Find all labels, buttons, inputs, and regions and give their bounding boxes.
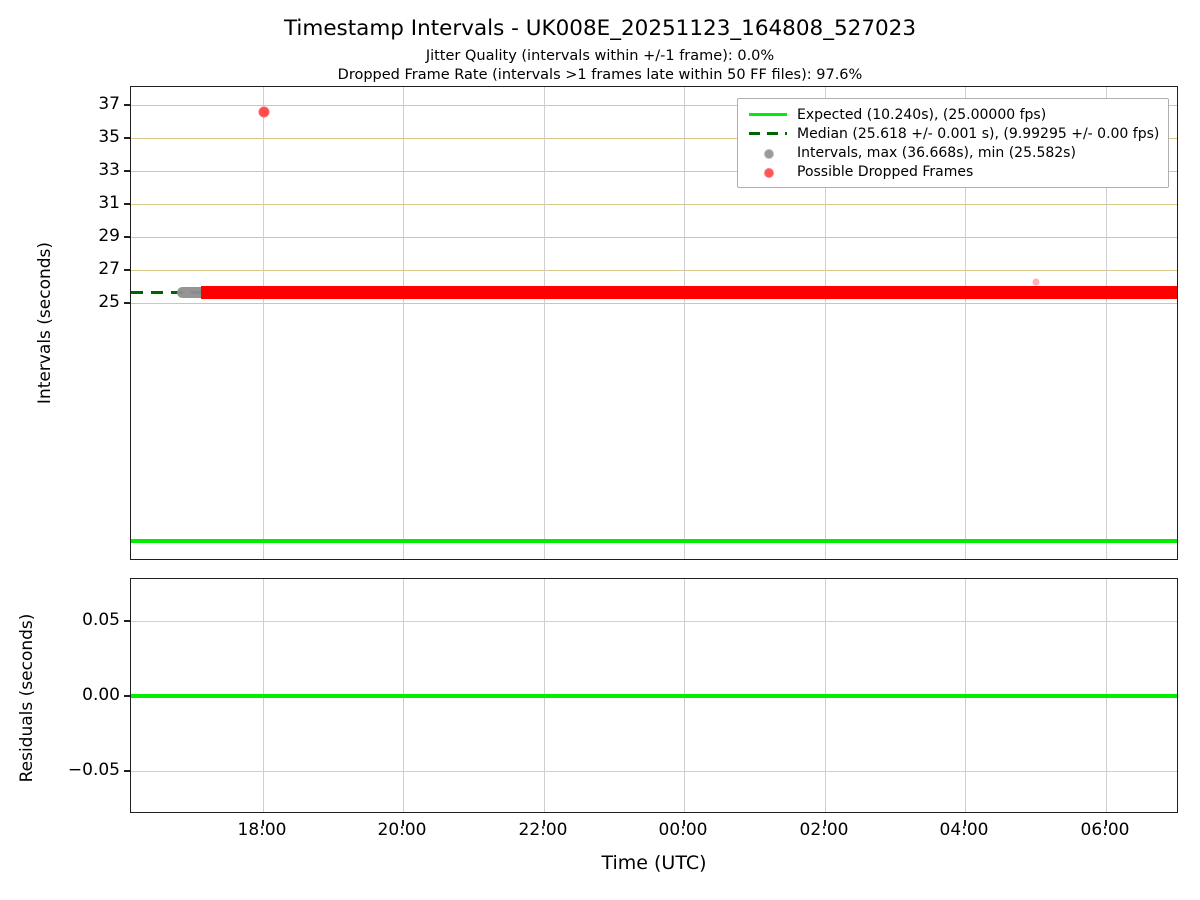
gridline-res-x-0000 (684, 579, 686, 812)
gridline-y-29 (131, 237, 1177, 239)
xtick-label-0200: 02:00 (799, 820, 849, 840)
legend-item-expected[interactable]: Expected (10.240s), (25.00000 fps) (747, 105, 1159, 124)
ytick-label-33: 33 (98, 160, 120, 180)
gridline-y-31 (131, 204, 1177, 206)
ytick-label-35: 35 (98, 127, 120, 147)
gridline-res-x-2200 (544, 579, 546, 812)
ytick-label-res-005: 0.05 (82, 610, 120, 630)
gridline-res-y-005 (131, 621, 1177, 623)
residuals-plot-area (130, 578, 1178, 813)
ytick-mark-33 (124, 170, 130, 172)
gridline-res-y-neg005 (131, 771, 1177, 773)
dropped-frame-rate-subtitle: Dropped Frame Rate (intervals >1 frames … (337, 67, 863, 83)
expected-line (131, 539, 1177, 543)
time-x-axis-label: Time (UTC) (601, 852, 707, 874)
legend-label-median: Median (25.618 +/- 0.001 s), (9.99295 +/… (797, 125, 1160, 142)
ytick-label-31: 31 (98, 193, 120, 213)
xtick-label-2200: 22:00 (518, 820, 568, 840)
legend-item-intervals[interactable]: Intervals, max (36.668s), min (25.582s) (747, 143, 1159, 162)
dropped-frame-point-max (258, 106, 270, 118)
xtick-mark-2000 (402, 820, 404, 826)
ytick-mark-31 (124, 203, 130, 205)
ytick-label-27: 27 (98, 259, 120, 279)
dropped-frames-band (201, 286, 1177, 299)
legend-label-dropped-frames: Possible Dropped Frames (797, 163, 974, 180)
gridline-x-0000 (684, 87, 686, 559)
ytick-mark-27 (124, 269, 130, 271)
intervals-dot-swatch (747, 146, 789, 160)
median-line (131, 291, 1177, 295)
xtick-mark-1800 (262, 820, 264, 826)
expected-line-swatch (747, 108, 789, 122)
xtick-mark-0600 (1105, 820, 1107, 826)
intervals-scatter-band (177, 287, 251, 298)
intervals-y-axis-label: Intervals (seconds) (35, 241, 55, 405)
ytick-label-res-neg005: −0.05 (67, 760, 120, 780)
gridline-res-y-000 (131, 696, 1177, 698)
xtick-mark-0000 (683, 820, 685, 826)
median-line-swatch (747, 127, 789, 141)
xtick-label-1800: 18:00 (237, 820, 287, 840)
legend-label-expected: Expected (10.240s), (25.00000 fps) (797, 106, 1047, 123)
legend-label-intervals: Intervals, max (36.668s), min (25.582s) (797, 144, 1076, 161)
xtick-mark-2200 (543, 820, 545, 826)
ytick-mark-res-005 (124, 620, 130, 622)
xtick-mark-0400 (964, 820, 966, 826)
gridline-y-27 (131, 270, 1177, 272)
residuals-y-axis: 0.05 0.00 −0.05 (0, 578, 130, 813)
ytick-mark-29 (124, 236, 130, 238)
gridline-res-x-0200 (825, 579, 827, 812)
ytick-label-29: 29 (98, 226, 120, 246)
gridline-res-x-0600 (1106, 579, 1108, 812)
ytick-label-25: 25 (98, 292, 120, 312)
ytick-mark-25 (124, 302, 130, 304)
legend: Expected (10.240s), (25.00000 fps) Media… (737, 98, 1169, 188)
gridline-res-x-0400 (965, 579, 967, 812)
residual-zero-line (131, 694, 1177, 698)
gridline-y-25 (131, 303, 1177, 305)
jitter-quality-subtitle: Jitter Quality (intervals within +/-1 fr… (425, 48, 775, 64)
intervals-y-axis: 37 35 33 31 29 27 25 (0, 86, 130, 560)
xtick-label-0600: 06:00 (1080, 820, 1130, 840)
page-title: Timestamp Intervals - UK008E_20251123_16… (283, 16, 917, 41)
ytick-mark-res-000 (124, 695, 130, 697)
interval-point-outlier-small (1032, 278, 1040, 286)
gridline-x-1800 (263, 87, 265, 559)
xtick-label-0000: 00:00 (658, 820, 708, 840)
ytick-label-37: 37 (98, 94, 120, 114)
xtick-mark-0200 (824, 820, 826, 826)
gridline-res-x-1800 (263, 579, 265, 812)
time-x-axis: 18:00 20:00 22:00 00:00 02:00 04:00 06:0… (130, 820, 1178, 850)
ytick-label-res-000: 0.00 (82, 685, 120, 705)
xtick-label-0400: 04:00 (939, 820, 989, 840)
ytick-mark-35 (124, 137, 130, 139)
residuals-y-axis-label: Residuals (seconds) (17, 613, 37, 783)
ytick-mark-37 (124, 104, 130, 106)
legend-item-dropped-frames[interactable]: Possible Dropped Frames (747, 162, 1159, 181)
gridline-res-x-2000 (403, 579, 405, 812)
gridline-x-2000 (403, 87, 405, 559)
dropped-frames-dot-swatch (747, 165, 789, 179)
xtick-label-2000: 20:00 (377, 820, 427, 840)
ytick-mark-res-neg005 (124, 770, 130, 772)
gridline-x-2200 (544, 87, 546, 559)
legend-item-median[interactable]: Median (25.618 +/- 0.001 s), (9.99295 +/… (747, 124, 1159, 143)
